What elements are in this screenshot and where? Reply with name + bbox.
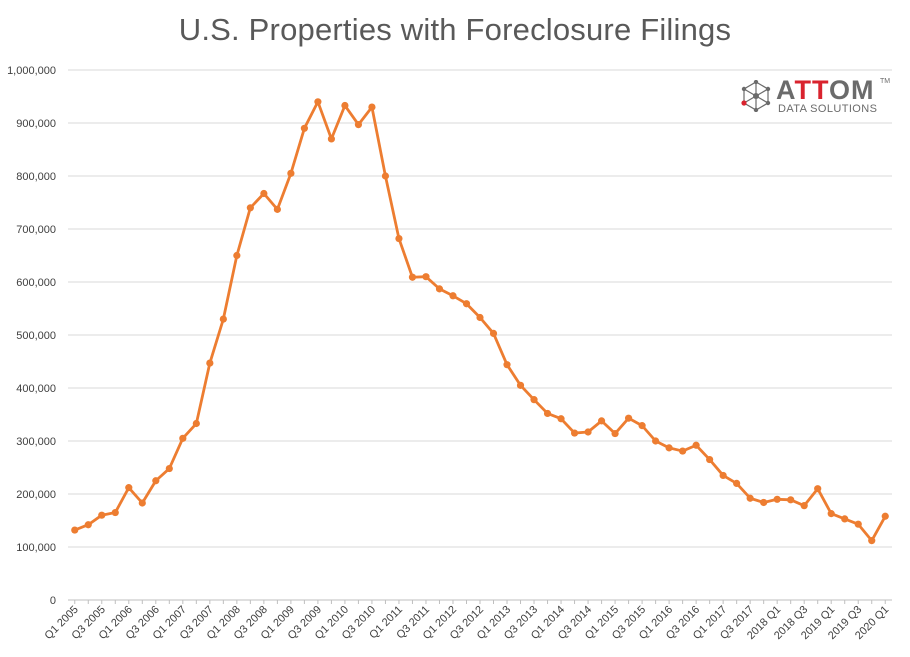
data-point <box>219 315 227 323</box>
data-point <box>476 313 484 322</box>
data-point <box>868 537 876 545</box>
data-point <box>138 499 146 507</box>
data-point <box>395 234 403 243</box>
data-point <box>773 495 781 503</box>
data-point <box>260 189 268 198</box>
data-point <box>733 479 741 487</box>
data-point <box>787 496 795 504</box>
data-point <box>314 98 322 106</box>
y-tick-label: 600,000 <box>16 277 56 289</box>
data-point <box>854 520 862 528</box>
attom-logo: ATTOM TM DATA SOLUTIONS <box>740 75 891 118</box>
y-tick-label: 300,000 <box>16 436 56 448</box>
y-tick-label: 400,000 <box>16 383 56 395</box>
data-point <box>287 169 295 177</box>
data-point <box>570 429 579 437</box>
data-point <box>489 329 498 338</box>
data-point <box>381 172 390 180</box>
data-point <box>814 485 822 493</box>
data-point <box>462 300 471 308</box>
data-point <box>760 498 768 507</box>
data-point <box>503 361 511 369</box>
data-point <box>706 455 714 464</box>
data-point <box>341 101 349 110</box>
data-point <box>543 409 552 418</box>
data-point <box>800 502 808 510</box>
data-point <box>719 471 727 480</box>
series-line <box>71 98 889 545</box>
data-point <box>192 419 200 428</box>
gridlines <box>68 69 892 601</box>
chart-title: U.S. Properties with Foreclosure Filings <box>178 12 732 47</box>
data-point <box>611 429 619 438</box>
data-point <box>233 251 241 260</box>
data-point <box>300 124 308 132</box>
data-point <box>435 285 444 293</box>
data-point <box>584 428 592 436</box>
data-point <box>665 444 673 452</box>
trademark-mark: TM <box>880 78 891 85</box>
data-point <box>652 437 660 445</box>
data-point <box>408 273 417 281</box>
data-point <box>179 434 187 442</box>
data-point <box>273 205 281 213</box>
data-point <box>71 526 79 534</box>
y-tick-label: 700,000 <box>16 224 56 236</box>
attom-logo-wordmark: ATTOM <box>776 75 875 105</box>
data-point <box>557 415 565 423</box>
attom-logo-icon <box>741 80 771 112</box>
series-path <box>74 100 887 543</box>
data-point <box>881 512 889 520</box>
y-tick-label: 900,000 <box>16 118 56 130</box>
data-point <box>746 494 754 502</box>
data-point <box>841 515 849 523</box>
data-point <box>516 381 525 389</box>
y-tick-label: 1,000,000 <box>7 65 56 77</box>
data-point <box>354 120 363 129</box>
data-point <box>98 511 106 519</box>
data-point <box>692 441 700 449</box>
data-point <box>530 396 538 404</box>
y-tick-label: 100,000 <box>16 542 56 554</box>
y-tick-label: 800,000 <box>16 171 56 183</box>
data-point <box>638 422 646 430</box>
data-point <box>327 135 336 143</box>
data-point <box>368 103 376 111</box>
data-point <box>449 292 457 300</box>
attom-logo-subtitle: DATA SOLUTIONS <box>778 103 878 115</box>
data-point <box>597 417 606 425</box>
y-tick-label: 200,000 <box>16 489 56 501</box>
data-point <box>624 414 633 422</box>
data-point <box>827 510 835 518</box>
data-point <box>246 204 254 212</box>
data-point <box>165 464 173 473</box>
data-point <box>111 508 119 517</box>
data-point <box>84 521 92 529</box>
data-point <box>152 477 160 485</box>
y-axis: 0 100,000 200,000 300,000 400,000 500,000 600,… <box>7 65 56 607</box>
data-point <box>422 273 430 281</box>
data-point <box>679 447 687 455</box>
data-point <box>206 359 214 367</box>
y-tick-label: 500,000 <box>16 330 56 342</box>
y-tick-label: 0 <box>50 595 56 607</box>
data-point <box>125 484 133 492</box>
